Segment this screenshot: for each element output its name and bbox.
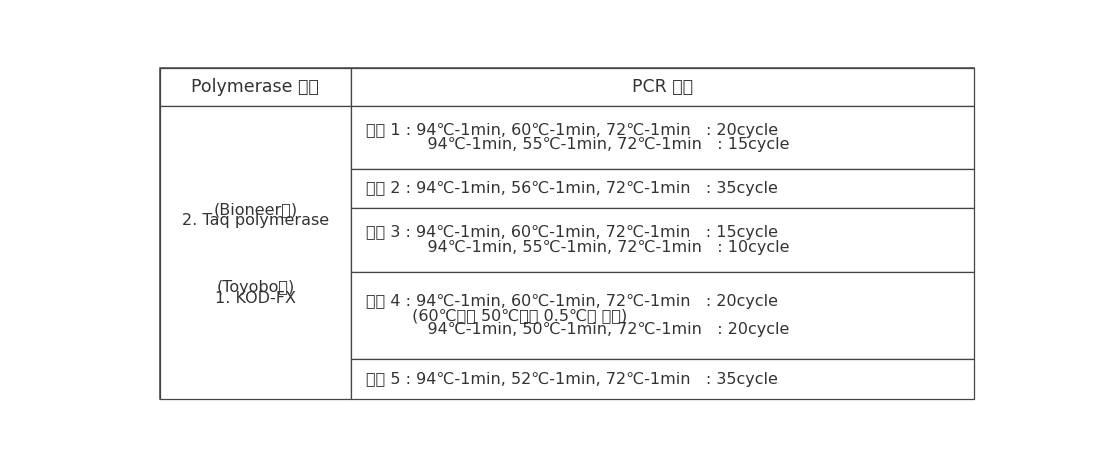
Text: 조건 2 : 94℃-1min, 56℃-1min, 72℃-1min   : 35cycle: 조건 2 : 94℃-1min, 56℃-1min, 72℃-1min : 35… [366,181,779,196]
Text: 조건 1 : 94℃-1min, 60℃-1min, 72℃-1min   : 20cycle: 조건 1 : 94℃-1min, 60℃-1min, 72℃-1min : 20… [366,123,779,138]
Text: 94℃-1min, 55℃-1min, 72℃-1min   : 10cycle: 94℃-1min, 55℃-1min, 72℃-1min : 10cycle [366,240,790,255]
Text: 1. KOD-FX: 1. KOD-FX [215,291,296,306]
Text: (Toyobo사): (Toyobo사) [217,280,294,295]
Bar [351,208,974,272]
Text: 2. Taq polymerase: 2. Taq polymerase [181,213,328,228]
Bar [351,106,974,169]
Text: 94℃-1min, 50℃-1min, 72℃-1min   : 20cycle: 94℃-1min, 50℃-1min, 72℃-1min : 20cycle [366,322,790,337]
Text: (Bioneer사): (Bioneer사) [213,202,298,217]
Text: Polymerase 종류: Polymerase 종류 [191,78,320,96]
Bar [159,68,351,106]
Text: 조건 3 : 94℃-1min, 60℃-1min, 72℃-1min   : 15cycle: 조건 3 : 94℃-1min, 60℃-1min, 72℃-1min : 15… [366,225,779,241]
Bar [159,106,351,399]
Bar [351,272,974,359]
Text: 조건 4 : 94℃-1min, 60℃-1min, 72℃-1min   : 20cycle: 조건 4 : 94℃-1min, 60℃-1min, 72℃-1min : 20… [366,294,779,309]
Text: PCR 조건: PCR 조건 [632,78,693,96]
Text: 조건 5 : 94℃-1min, 52℃-1min, 72℃-1min   : 35cycle: 조건 5 : 94℃-1min, 52℃-1min, 72℃-1min : 35… [366,371,779,387]
Bar [351,169,974,208]
Text: (60℃에서 50℃까지 0.5℃씩 내림): (60℃에서 50℃까지 0.5℃씩 내림) [366,308,628,323]
Bar [351,68,974,106]
Bar [351,359,974,399]
Text: 94℃-1min, 55℃-1min, 72℃-1min   : 15cycle: 94℃-1min, 55℃-1min, 72℃-1min : 15cycle [366,137,790,152]
